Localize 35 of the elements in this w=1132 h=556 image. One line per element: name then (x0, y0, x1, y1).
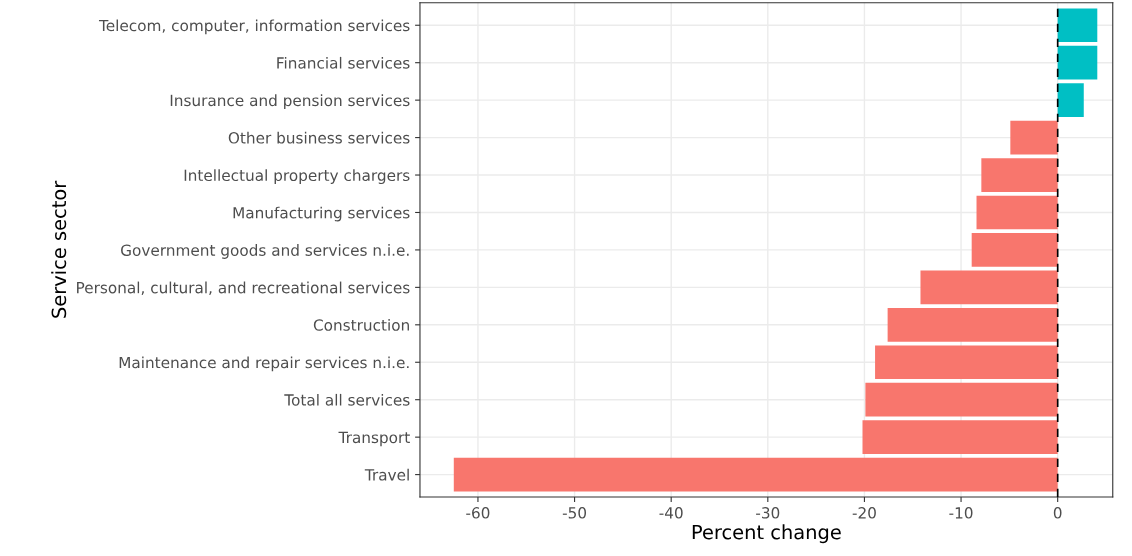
x-tick-label: -20 (852, 507, 876, 519)
bar (971, 233, 1058, 267)
bar (1010, 120, 1058, 155)
x-tick-label: -60 (466, 507, 490, 519)
y-tick-label: Construction (313, 319, 409, 331)
y-tick-label: Personal, cultural, and recreational services (77, 281, 410, 295)
y-tick-label: Telecom, computer, information services (98, 19, 410, 35)
x-tick-label: -40 (659, 507, 683, 519)
bar (920, 270, 1058, 305)
bar (453, 457, 1058, 492)
y-tick-label: Intellectual property chargers (184, 169, 410, 185)
bar (1057, 8, 1098, 43)
bar (875, 345, 1058, 380)
y-tick-label: Financial services (277, 56, 410, 69)
y-tick-label: Total all services (284, 393, 410, 406)
x-tick-label: -10 (949, 507, 973, 519)
bar (887, 307, 1058, 342)
bar (862, 420, 1058, 454)
y-tick-label: Transport (338, 431, 410, 447)
y-tick-label: Maintenance and repair services n.i.e. (119, 356, 409, 372)
y-tick-label: Insurance and pension services (170, 94, 410, 110)
bar (976, 195, 1058, 230)
x-tick-label: 0 (1053, 507, 1062, 519)
bar (981, 158, 1058, 192)
bar (865, 382, 1058, 417)
bar (1057, 45, 1098, 80)
y-tick-label: Government goods and services n.i.e. (121, 244, 409, 259)
y-tick-label: Manufacturing services (233, 206, 410, 222)
bar (1057, 83, 1084, 117)
x-tick-label: -50 (562, 507, 587, 519)
y-axis-title: Service sector (51, 180, 67, 318)
x-axis-title: Percent change (692, 524, 841, 544)
y-tick-label: Travel (364, 468, 409, 481)
x-tick-label: -30 (756, 507, 780, 519)
y-tick-label: Other business services (228, 131, 410, 144)
